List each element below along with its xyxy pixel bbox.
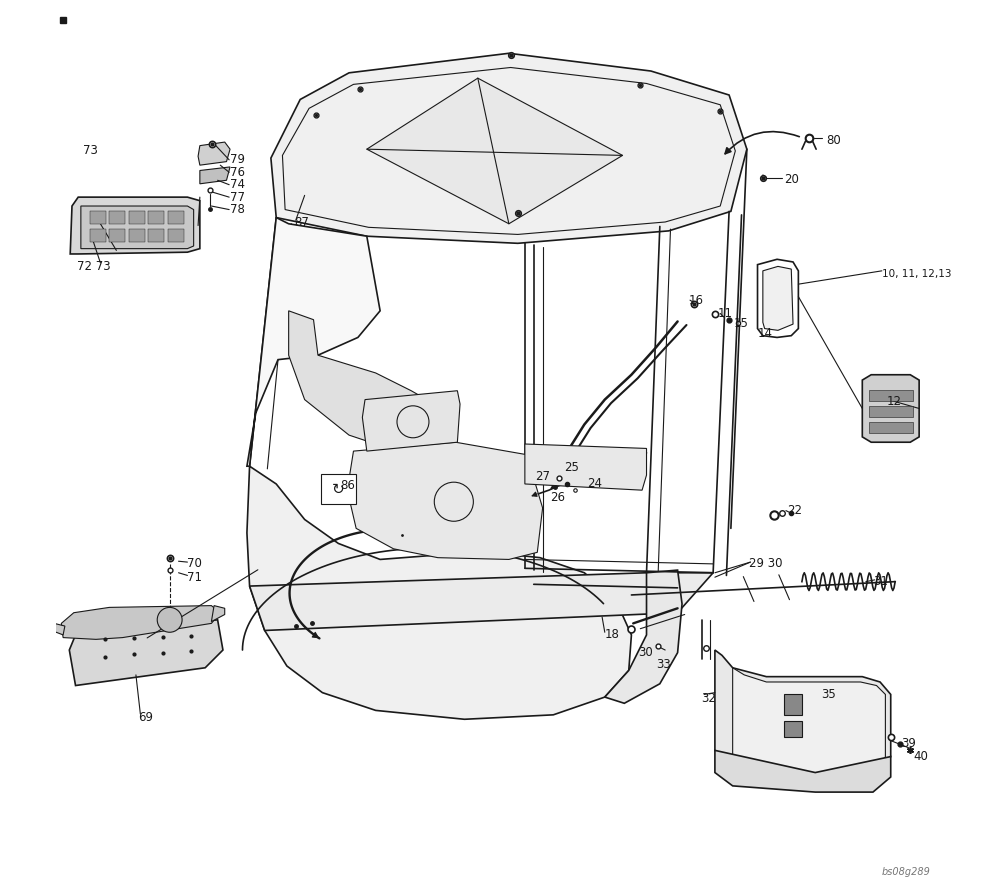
- Polygon shape: [70, 197, 200, 254]
- Text: 30: 30: [639, 646, 653, 659]
- Text: 20: 20: [784, 173, 799, 186]
- Text: 32: 32: [701, 693, 716, 705]
- Polygon shape: [61, 606, 220, 639]
- Text: 35: 35: [821, 688, 836, 701]
- Text: 74: 74: [230, 178, 245, 191]
- Text: 12: 12: [886, 395, 901, 408]
- Polygon shape: [784, 721, 802, 737]
- Text: 71: 71: [187, 571, 202, 583]
- FancyBboxPatch shape: [321, 474, 356, 504]
- Polygon shape: [52, 623, 65, 635]
- Text: 25: 25: [564, 462, 579, 474]
- Text: 86: 86: [340, 480, 355, 492]
- Polygon shape: [211, 606, 225, 622]
- Text: 22: 22: [787, 504, 802, 517]
- Polygon shape: [733, 668, 885, 781]
- Text: bs08g289: bs08g289: [882, 868, 931, 877]
- Text: 78: 78: [230, 203, 245, 216]
- Polygon shape: [250, 573, 713, 630]
- Text: 33: 33: [656, 658, 671, 670]
- Text: 26: 26: [551, 491, 566, 503]
- Polygon shape: [715, 650, 891, 783]
- Bar: [109, 229, 125, 242]
- Text: 69: 69: [139, 711, 154, 724]
- Text: 31: 31: [873, 575, 888, 588]
- Bar: [90, 211, 106, 224]
- Text: 14: 14: [758, 328, 773, 340]
- Text: ↻: ↻: [332, 482, 345, 496]
- Polygon shape: [69, 620, 223, 686]
- Text: 40: 40: [913, 750, 928, 763]
- Polygon shape: [247, 466, 631, 719]
- Polygon shape: [198, 142, 230, 165]
- Polygon shape: [362, 391, 460, 451]
- Polygon shape: [784, 694, 802, 715]
- Text: 24: 24: [587, 478, 602, 490]
- Bar: [129, 229, 145, 242]
- Bar: [129, 211, 145, 224]
- Text: 70: 70: [187, 558, 202, 570]
- Text: 76: 76: [230, 166, 245, 178]
- Text: 10, 11, 12,13: 10, 11, 12,13: [882, 268, 951, 279]
- Polygon shape: [289, 311, 447, 453]
- Polygon shape: [347, 442, 543, 559]
- Text: 73: 73: [83, 144, 98, 156]
- Text: 27: 27: [536, 471, 551, 483]
- Text: 77: 77: [230, 191, 245, 203]
- Text: 16: 16: [688, 294, 703, 306]
- Text: 11: 11: [718, 307, 733, 320]
- Text: 79: 79: [230, 154, 245, 166]
- Text: 18: 18: [605, 628, 620, 640]
- Polygon shape: [81, 206, 194, 249]
- Text: 80: 80: [826, 134, 841, 147]
- Bar: [168, 211, 184, 224]
- Bar: [869, 406, 913, 417]
- Bar: [90, 229, 106, 242]
- Text: 15: 15: [734, 317, 748, 329]
- Text: 29 30: 29 30: [749, 558, 782, 570]
- Bar: [148, 229, 164, 242]
- Text: 87: 87: [294, 216, 309, 228]
- Polygon shape: [271, 53, 747, 243]
- Polygon shape: [715, 750, 891, 792]
- Bar: [148, 211, 164, 224]
- Polygon shape: [367, 78, 623, 224]
- Polygon shape: [605, 570, 682, 703]
- Circle shape: [157, 607, 182, 632]
- Polygon shape: [247, 218, 380, 466]
- Polygon shape: [862, 375, 919, 442]
- Bar: [869, 390, 913, 401]
- Polygon shape: [763, 266, 793, 330]
- Bar: [109, 211, 125, 224]
- Polygon shape: [200, 167, 230, 184]
- Bar: [168, 229, 184, 242]
- Text: 39: 39: [901, 737, 916, 749]
- Polygon shape: [525, 444, 647, 490]
- Bar: [869, 422, 913, 433]
- Text: 72 73: 72 73: [77, 260, 111, 273]
